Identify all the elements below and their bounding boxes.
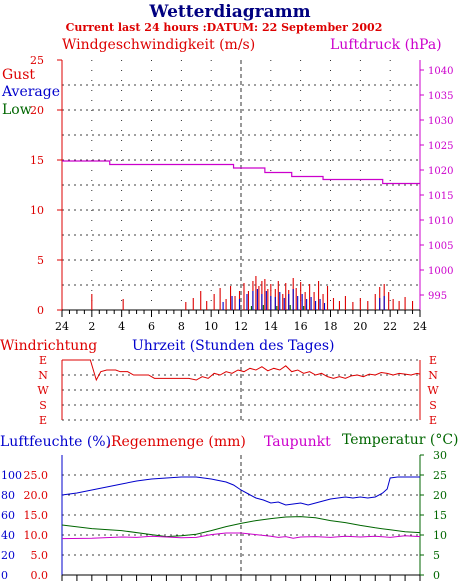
humidity-tick-label: 80 [1,489,15,502]
humidity-axis-label: Luftfeuchte (%) [0,434,111,450]
rain-tick-label: 25.0 [24,469,49,482]
wind-grid [61,60,421,317]
wind-x-tick-label: 24 [413,320,427,333]
humidity-tick-label: 100 [1,469,22,482]
direction-tick-label-right: W [427,384,439,397]
direction-tick-labels: E EN NW WS SE E [37,354,439,427]
pressure-axis-label: Luftdruck (hPa) [330,37,442,53]
wind-speed-axis-label: Windgeschwindigkeit (m/s) [62,37,255,53]
legend-gust: Gust [2,67,35,83]
temperature-tick-label: 0 [433,569,440,582]
temperature-axis-label: Temperatur (°C) [342,432,459,448]
temperature-tick-label: 25 [433,469,447,482]
wind-y-tick-label: 15 [30,154,44,167]
wind-x-tick-label: 22 [383,320,397,333]
pressure-tick-label: 1025 [428,141,453,152]
direction-tick-label-left: N [38,369,48,382]
wind-x-tick-label: 2 [88,320,95,333]
dewpoint-line [61,532,421,540]
wind-x-tick-labels: 24 2 4 6 8 10 12 14 16 18 20 22 24 [55,320,427,333]
direction-grid [61,359,421,421]
direction-tick-label-left: W [37,384,49,397]
wind-direction-line [62,359,421,382]
wind-speed-panel: Windgeschwindigkeit (m/s) Luftdruck (hPa… [1,37,453,333]
wind-x-tick-label: 8 [178,320,185,333]
time-axis-label: Uhrzeit (Stunden des Tages) [132,338,335,354]
direction-tick-label-right: E [429,414,437,427]
climate-grid [61,455,421,581]
pressure-tick-label: 1000 [428,266,453,277]
humidity-line [61,476,420,506]
wind-x-tick-label: 6 [148,320,155,333]
pressure-line [62,160,420,185]
pressure-tick-label: 1040 [428,66,453,77]
wind-x-tick-label: 10 [204,320,218,333]
pressure-tick-label: 1010 [428,216,453,227]
climate-panel: Luftfeuchte (%) , Regenmenge (mm) Taupun… [0,432,459,582]
wind-x-tick-label: 16 [294,320,308,333]
rain-tick-label: 15.0 [24,509,49,522]
temperature-tick-label: 5 [433,549,440,562]
direction-tick-label-right: N [428,369,438,382]
humidity-tick-label: 20 [1,549,15,562]
dewpoint-legend: Taupunkt [264,434,331,450]
temperature-line [61,516,421,538]
temperature-tick-label: 15 [433,509,447,522]
rain-tick-label: 0.0 [31,569,49,582]
wind-direction-axis-label: Windrichtung [0,338,97,354]
humidity-tick-label: 40 [1,529,15,542]
pressure-tick-label: 1030 [428,116,453,127]
wind-x-tick-label: 4 [118,320,125,333]
direction-series [62,359,421,382]
rain-tick-label: 5.0 [31,549,49,562]
wind-direction-panel: Windrichtung Uhrzeit (Stunden des Tages)… [0,338,439,427]
wind-y-tick-label: 10 [30,204,44,217]
temperature-tick-label: 30 [433,449,447,462]
temperature-tick-label: 10 [433,529,447,542]
rain-comma: , [107,434,111,450]
wind-x-tick-label: 24 [55,320,69,333]
pressure-tick-label: 995 [428,291,447,302]
direction-tick-label-right: S [429,399,437,412]
climate-tick-labels: 0 20 40 60 80 100 0.0 5.0 10.0 15.0 20.0 25.0 0 5 10 15… [1,449,447,582]
pressure-tick-label: 1035 [428,91,453,102]
direction-tick-label-left: E [39,414,47,427]
wind-y-tick-label: 20 [30,104,44,117]
humidity-tick-label: 60 [1,509,15,522]
pressure-tick-label: 1005 [428,241,453,252]
direction-tick-label-left: E [39,354,47,367]
chart-subtitle: Current last 24 hours :DATUM: 22 Septemb… [66,21,383,34]
rain-axis-label: Regenmenge (mm) [111,434,246,450]
wind-x-tick-label: 14 [264,320,278,333]
wind-y-tick-label: 0 [37,304,44,317]
wind-x-tick-label: 18 [324,320,338,333]
direction-tick-label-right: E [429,354,437,367]
pressure-tick-label: 1020 [428,166,453,177]
temperature-tick-label: 20 [433,489,447,502]
legend-average: Average [1,84,60,100]
humidity-tick-label: 0 [1,569,8,582]
pressure-tick-label: 1015 [428,191,453,202]
wind-y-tick-label: 25 [30,54,44,67]
rain-tick-label: 20.0 [24,489,49,502]
direction-tick-label-left: S [39,399,47,412]
wind-y-tick-label: 5 [37,254,44,267]
wind-x-tick-label: 20 [353,320,367,333]
rain-tick-label: 10.0 [24,529,49,542]
wind-series [62,160,420,310]
wind-x-tick-label: 12 [234,320,248,333]
legend-low: Low [2,102,32,118]
climate-series [61,476,421,540]
wind-y-tick-labels: 0 5 10 15 20 25 [30,54,62,317]
chart-title: Wetterdiagramm [148,2,310,22]
pressure-tick-labels: 995 1000 1005 1010 1015 1020 1025 1030 1035 1040 [420,66,453,302]
